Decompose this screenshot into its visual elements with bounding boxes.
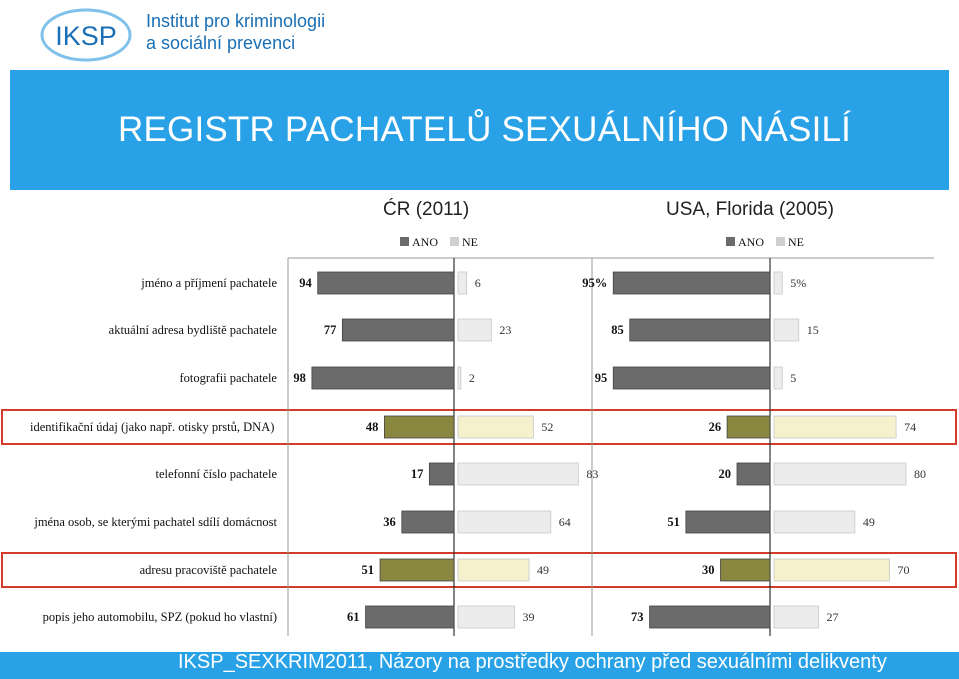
footer: IKSP_SEXKRIM2011, Názory na prostředky o… — [0, 652, 959, 679]
legend-label-ne: NE — [462, 235, 478, 249]
legend-swatch-ano — [400, 237, 409, 246]
data-label-ano: 36 — [383, 515, 396, 529]
data-label-ne: 80 — [914, 467, 926, 481]
org-name-line2: a sociální prevenci — [146, 33, 296, 53]
bar-ano — [736, 462, 771, 486]
data-label-ne: 64 — [559, 515, 571, 529]
bar-ne — [773, 605, 819, 629]
bar-ano — [317, 271, 455, 295]
bar-ne — [773, 510, 856, 534]
data-label-ano: 95 — [595, 371, 608, 385]
data-label-ne: 83 — [586, 467, 598, 481]
data-label-ano: 48 — [366, 420, 379, 434]
legend-swatch-ne — [450, 237, 459, 246]
data-label-ano: 73 — [631, 610, 644, 624]
legend-label-ne: NE — [788, 235, 804, 249]
bar-ne — [773, 366, 783, 390]
data-label-ano: 98 — [293, 371, 306, 385]
data-label-ne: 49 — [863, 515, 875, 529]
data-label-ano: 26 — [709, 420, 722, 434]
iksp-logo: IKSP — [40, 8, 132, 62]
highlight-frame — [1, 552, 957, 588]
bar-ano — [612, 366, 771, 390]
bar-ano — [612, 271, 771, 295]
data-label-ano: 20 — [719, 467, 732, 481]
category-label: telefonní číslo pachatele — [156, 467, 278, 481]
data-label-ne: 5% — [790, 276, 806, 290]
legend-label-ano: ANO — [412, 235, 438, 249]
data-label-ne: 5 — [790, 371, 796, 385]
bar-ne — [457, 605, 515, 629]
category-label: jméno a příjmení pachatele — [140, 276, 277, 290]
bar-ano — [428, 462, 455, 486]
legend-swatch-ne — [776, 237, 785, 246]
bar-ano — [379, 558, 455, 582]
data-label-ano: 51 — [362, 563, 375, 577]
highlight-frame — [1, 409, 957, 445]
footer-text: IKSP_SEXKRIM2011, Názory na prostředky o… — [178, 652, 887, 673]
category-label: aktuální adresa bydliště pachatele — [109, 323, 278, 337]
category-label: identifikační údaj (jako např. otisky pr… — [30, 420, 274, 434]
bar-ne — [457, 558, 530, 582]
data-label-ne: 39 — [523, 610, 535, 624]
data-label-ne: 2 — [469, 371, 475, 385]
org-name-line1: Institut pro kriminologii — [146, 11, 326, 31]
bar-ne — [457, 415, 534, 439]
bar-ano — [401, 510, 455, 534]
data-label-ne: 23 — [499, 323, 511, 337]
bar-ne — [457, 510, 552, 534]
chart-title-usa: USA, Florida (2005) — [666, 199, 834, 220]
bar-ne — [773, 271, 783, 295]
data-label-ne: 6 — [475, 276, 481, 290]
data-label-ano: 17 — [411, 467, 424, 481]
org-name: Institut pro kriminologii a sociální pre… — [146, 10, 325, 54]
data-label-ano: 95% — [582, 276, 607, 290]
data-label-ne: 52 — [541, 420, 553, 434]
data-label-ano: 61 — [347, 610, 360, 624]
bar-ne — [457, 271, 468, 295]
comparison-chart: ANO NE ANO NE jméno a příjmení pachatele aktu… — [1, 235, 957, 636]
data-label-ne: 74 — [904, 420, 916, 434]
bar-ne — [773, 318, 800, 342]
title-band — [10, 70, 949, 190]
data-label-ne: 15 — [807, 323, 819, 337]
bar-ano — [649, 605, 771, 629]
legend-label-ano: ANO — [738, 235, 764, 249]
logo-text: IKSP — [55, 21, 117, 51]
bar-ano — [341, 318, 455, 342]
data-label-ne: 70 — [898, 563, 910, 577]
bar-ano — [726, 415, 771, 439]
bar-ne — [773, 462, 907, 486]
data-label-ne: 27 — [827, 610, 839, 624]
bar-ano — [629, 318, 771, 342]
category-label: popis jeho automobilu, SPZ (pokud ho vla… — [43, 610, 277, 624]
bar-ano — [685, 510, 771, 534]
data-label-ano: 85 — [611, 323, 624, 337]
page-title: REGISTR PACHATELŮ SEXUÁLNÍHO NÁSILÍ — [118, 110, 852, 149]
legend-swatch-ano — [726, 237, 735, 246]
chart-title-cr: ĆR (2011) — [383, 199, 470, 220]
bar-ne — [773, 558, 890, 582]
bar-ano — [720, 558, 771, 582]
data-label-ano: 51 — [667, 515, 680, 529]
bar-ano — [311, 366, 455, 390]
bar-ano — [365, 605, 455, 629]
bar-ne — [457, 318, 492, 342]
bar-ne — [457, 462, 579, 486]
category-label: jména osob, se kterými pachatel sdílí do… — [33, 515, 277, 529]
data-label-ano: 30 — [702, 563, 715, 577]
data-label-ano: 94 — [299, 276, 312, 290]
category-label: adresu pracoviště pachatele — [140, 563, 278, 577]
category-label: fotografii pachatele — [179, 371, 277, 385]
bar-ano — [383, 415, 455, 439]
header: IKSP Institut pro kriminologii a sociáln… — [0, 0, 959, 70]
bar-ne — [773, 415, 897, 439]
bar-ne — [457, 366, 462, 390]
data-label-ano: 77 — [324, 323, 337, 337]
data-label-ne: 49 — [537, 563, 549, 577]
